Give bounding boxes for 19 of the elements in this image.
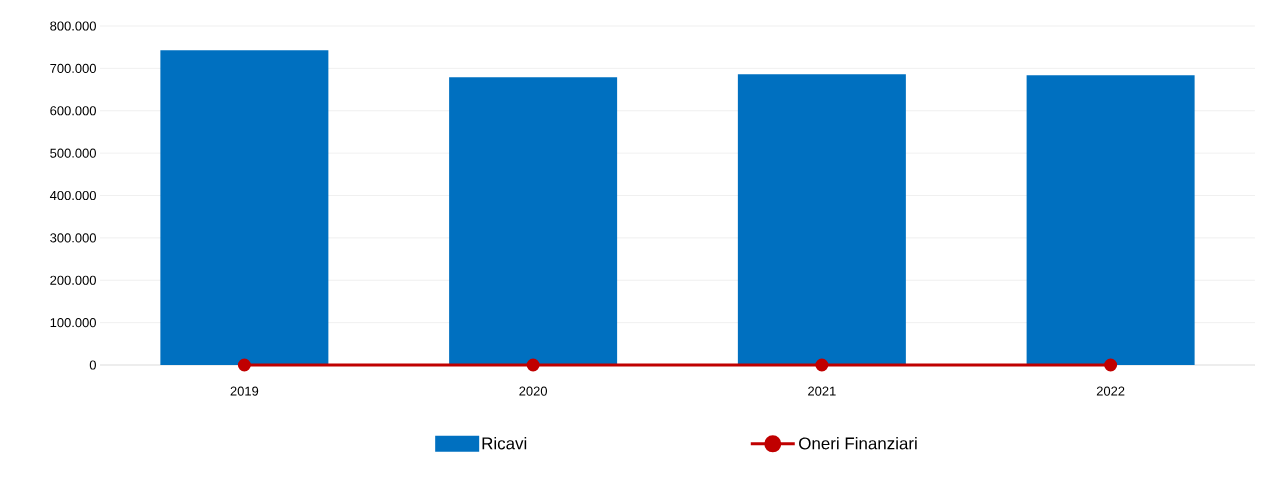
y-tick-label: 700.000 bbox=[50, 63, 96, 73]
y-tick-label: 200.000 bbox=[50, 275, 96, 285]
bar bbox=[449, 77, 618, 365]
y-tick-label: 100.000 bbox=[50, 318, 96, 328]
y-tick-label: 800.000 bbox=[50, 21, 96, 31]
legend-label: Ricavi bbox=[482, 436, 527, 450]
bar bbox=[1026, 75, 1195, 365]
bar bbox=[737, 74, 906, 365]
y-tick-label: 300.000 bbox=[50, 233, 96, 243]
x-tick-label: 2021 bbox=[808, 386, 836, 396]
y-tick-label: 0 bbox=[89, 360, 96, 370]
y-tick-label: 500.000 bbox=[50, 148, 96, 158]
x-tick-label: 2022 bbox=[1096, 386, 1125, 396]
x-tick-label: 2020 bbox=[519, 386, 548, 396]
legend-label: Oneri Finanziari bbox=[799, 436, 917, 450]
bar bbox=[160, 50, 329, 365]
y-tick-label: 600.000 bbox=[50, 106, 96, 116]
x-tick-label: 2019 bbox=[230, 386, 259, 396]
y-tick-label: 400.000 bbox=[49, 190, 96, 201]
